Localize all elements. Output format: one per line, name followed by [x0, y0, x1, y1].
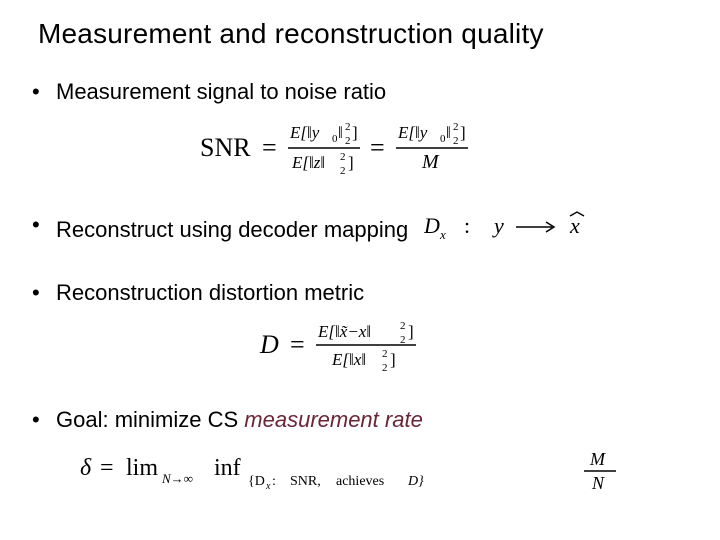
bullet-decoder: Reconstruct using decoder mapping D x : …	[28, 211, 692, 250]
svg-text:2: 2	[382, 362, 388, 374]
svg-text:2: 2	[453, 121, 459, 133]
svg-text:achieves: achieves	[336, 474, 384, 489]
svg-text:x: x	[569, 213, 580, 238]
svg-text:E[‖y: E[‖y	[397, 123, 428, 142]
bullet-goal-accent: measurement rate	[244, 407, 423, 432]
svg-text::: :	[272, 474, 276, 489]
bullet-goal: Goal: minimize CS measurement rate	[28, 406, 692, 434]
snr-den2: M	[421, 151, 440, 173]
svg-text:D: D	[424, 213, 440, 238]
decoder-mapping: D x : y x	[424, 211, 614, 250]
svg-text:2: 2	[345, 121, 351, 133]
bullet-snr-text: Measurement signal to noise ratio	[56, 79, 386, 104]
d-num: E[‖x̃−x‖	[317, 322, 371, 341]
svg-text:2: 2	[340, 151, 346, 163]
rate-m: M	[589, 449, 606, 469]
svg-text:2: 2	[340, 165, 346, 177]
svg-text:‖: ‖	[446, 123, 451, 142]
svg-text:=: =	[100, 455, 114, 481]
svg-text:x: x	[439, 227, 446, 242]
equation-snr: SNR = E[‖y 0 ‖ 2 2 ] E[‖z‖ 2 2 ] = E[‖y …	[28, 116, 692, 185]
bullet-list: Measurement signal to noise ratio	[28, 78, 692, 106]
snr-den1: E[‖z‖	[291, 153, 325, 172]
rate-n: N	[591, 473, 605, 493]
bullet-decoder-text: Reconstruct using decoder mapping	[56, 217, 408, 242]
bullet-distortion-text: Reconstruction distortion metric	[56, 280, 364, 305]
svg-text:=: =	[290, 330, 305, 359]
svg-text:2: 2	[400, 334, 406, 346]
rate-lim: lim	[126, 455, 158, 481]
bullet-goal-prefix: Goal: minimize CS	[56, 407, 244, 432]
svg-text:SNR,: SNR,	[290, 474, 321, 489]
svg-text::: :	[464, 213, 470, 238]
svg-text:=: =	[370, 133, 385, 162]
svg-text:y: y	[492, 213, 504, 238]
d-label: D	[259, 330, 279, 359]
bullet-snr: Measurement signal to noise ratio	[28, 78, 692, 106]
svg-text:2: 2	[345, 135, 351, 147]
snr-num1: E[‖y	[289, 123, 320, 142]
svg-text:δ: δ	[80, 455, 92, 481]
svg-text:=: =	[262, 133, 277, 162]
equation-rate: δ = lim N→∞ inf {D x : SNR, achieves D} …	[28, 443, 692, 504]
bullet-list-3: Goal: minimize CS measurement rate	[28, 406, 692, 434]
svg-text:2: 2	[453, 135, 459, 147]
svg-text:]: ]	[348, 153, 354, 172]
svg-text:]: ]	[390, 350, 396, 369]
svg-text:D}: D}	[407, 474, 424, 489]
rate-lim-sub: N→∞	[161, 471, 193, 486]
svg-text:x: x	[265, 481, 271, 492]
svg-text:]: ]	[408, 322, 414, 341]
snr-label: SNR	[200, 133, 251, 162]
rate-inf-sub: {D	[248, 474, 265, 489]
page-title: Measurement and reconstruction quality	[38, 18, 692, 50]
d-den: E[‖x‖	[331, 350, 366, 369]
svg-text:2: 2	[382, 348, 388, 360]
svg-text:2: 2	[400, 320, 406, 332]
svg-text:‖: ‖	[338, 123, 343, 142]
svg-text:]: ]	[352, 123, 358, 142]
rate-inf: inf	[214, 455, 241, 481]
equation-distortion: D = E[‖x̃−x‖ 2 2 ] E[‖x‖ 2 2 ]	[28, 317, 692, 380]
bullet-list-2: Reconstruct using decoder mapping D x : …	[28, 211, 692, 307]
svg-text:]: ]	[460, 123, 466, 142]
bullet-distortion: Reconstruction distortion metric	[28, 279, 692, 307]
slide: Measurement and reconstruction quality M…	[0, 0, 720, 540]
